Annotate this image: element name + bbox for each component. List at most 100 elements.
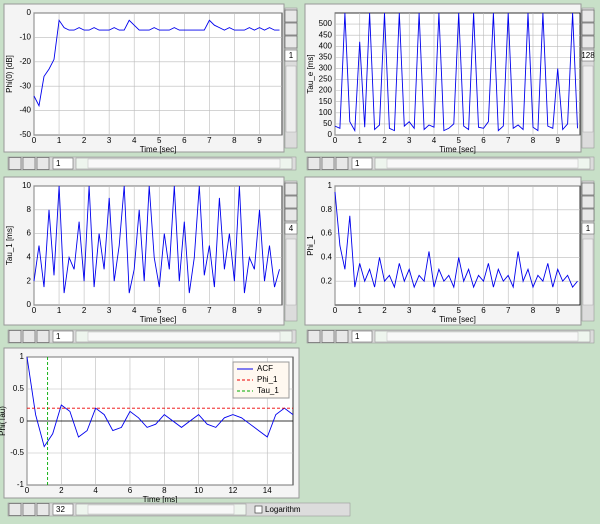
x-tick-label: 6 bbox=[182, 136, 187, 145]
y-tick-label: 0.8 bbox=[321, 205, 333, 214]
tool-button[interactable] bbox=[284, 208, 298, 222]
x-tick-label: 6 bbox=[481, 136, 486, 145]
scroll-thumb[interactable] bbox=[285, 65, 297, 133]
signal-line bbox=[33, 19, 280, 108]
x-tick-label: 3 bbox=[407, 306, 412, 315]
scroll-thumb[interactable] bbox=[582, 238, 594, 306]
y-tick-label: -30 bbox=[19, 81, 31, 90]
tool-button[interactable] bbox=[581, 208, 595, 222]
tool-button[interactable] bbox=[8, 330, 22, 343]
log-checkbox[interactable] bbox=[254, 505, 263, 514]
y-tick-label: 0.6 bbox=[321, 229, 333, 238]
tool-button[interactable] bbox=[8, 157, 22, 170]
x-tick-label: 5 bbox=[157, 306, 162, 315]
tool-button[interactable] bbox=[8, 503, 22, 516]
y-tick-label: 10 bbox=[22, 181, 31, 190]
tool-button[interactable] bbox=[321, 157, 335, 170]
scroll-thumb[interactable] bbox=[87, 504, 235, 515]
legend-label: Phi_1 bbox=[257, 375, 278, 384]
x-tick-label: 4 bbox=[432, 136, 437, 145]
x-axis-label: Time [sec] bbox=[140, 315, 177, 324]
scroll-thumb[interactable] bbox=[386, 331, 579, 342]
page-spinner[interactable] bbox=[52, 503, 74, 516]
page-spinner[interactable] bbox=[351, 330, 373, 343]
page-value: 1 bbox=[56, 332, 61, 341]
x-tick-label: 8 bbox=[162, 486, 167, 495]
x-tick-label: 12 bbox=[228, 486, 237, 495]
tool-button[interactable] bbox=[284, 35, 298, 49]
x-tick-label: 7 bbox=[506, 136, 511, 145]
x-tick-label: 6 bbox=[182, 306, 187, 315]
page-spinner[interactable] bbox=[351, 157, 373, 170]
tool-button[interactable] bbox=[581, 22, 595, 36]
x-tick-label: 7 bbox=[207, 306, 212, 315]
y-tick-label: 350 bbox=[319, 52, 333, 61]
zoom-spinner[interactable] bbox=[581, 49, 595, 62]
y-tick-label: 0.4 bbox=[321, 253, 333, 262]
y-tick-label: -40 bbox=[19, 106, 31, 115]
y-tick-label: 400 bbox=[319, 41, 333, 50]
y-tick-label: 0 bbox=[27, 8, 32, 17]
tool-button[interactable] bbox=[335, 330, 349, 343]
zoom-value: 128 bbox=[581, 51, 595, 60]
x-tick-label: 3 bbox=[107, 306, 112, 315]
x-tick-label: 0 bbox=[333, 136, 338, 145]
y-tick-label: 500 bbox=[319, 19, 333, 28]
page-spinner[interactable] bbox=[52, 157, 74, 170]
signal-line bbox=[33, 185, 280, 294]
scroll-thumb[interactable] bbox=[87, 158, 281, 169]
tool-button[interactable] bbox=[307, 157, 321, 170]
tool-button[interactable] bbox=[335, 157, 349, 170]
tool-button[interactable] bbox=[22, 157, 36, 170]
tool-button[interactable] bbox=[284, 9, 298, 23]
x-tick-label: 0 bbox=[32, 306, 37, 315]
y-tick-label: -1 bbox=[17, 480, 25, 489]
tool-button[interactable] bbox=[284, 22, 298, 36]
zoom-spinner[interactable] bbox=[284, 222, 298, 235]
scroll-thumb[interactable] bbox=[87, 331, 281, 342]
page-value: 32 bbox=[56, 505, 65, 514]
tool-button[interactable] bbox=[36, 157, 50, 170]
signal-line bbox=[334, 12, 578, 133]
tool-button[interactable] bbox=[284, 182, 298, 196]
tool-button[interactable] bbox=[36, 330, 50, 343]
x-tick-label: 8 bbox=[232, 136, 237, 145]
x-tick-label: 2 bbox=[382, 306, 387, 315]
x-tick-label: 2 bbox=[59, 486, 64, 495]
y-tick-label: 6 bbox=[27, 229, 32, 238]
page-value: 1 bbox=[355, 332, 360, 341]
tool-button[interactable] bbox=[321, 330, 335, 343]
page-spinner[interactable] bbox=[52, 330, 74, 343]
tool-button[interactable] bbox=[581, 195, 595, 209]
x-tick-label: 2 bbox=[82, 306, 87, 315]
tool-button[interactable] bbox=[284, 195, 298, 209]
x-tick-label: 8 bbox=[531, 306, 536, 315]
zoom-spinner[interactable] bbox=[284, 49, 298, 62]
x-tick-label: 5 bbox=[157, 136, 162, 145]
y-tick-label: 250 bbox=[319, 75, 333, 84]
signal-line bbox=[334, 191, 578, 289]
scroll-thumb[interactable] bbox=[582, 65, 594, 133]
tool-button[interactable] bbox=[22, 330, 36, 343]
zoom-spinner[interactable] bbox=[581, 222, 595, 235]
tool-button[interactable] bbox=[22, 503, 36, 516]
scroll-thumb[interactable] bbox=[285, 238, 297, 306]
y-tick-label: 50 bbox=[323, 119, 332, 128]
tool-button[interactable] bbox=[581, 182, 595, 196]
x-tick-label: 2 bbox=[382, 136, 387, 145]
scroll-thumb[interactable] bbox=[386, 158, 579, 169]
x-tick-label: 4 bbox=[93, 486, 98, 495]
tool-button[interactable] bbox=[581, 9, 595, 23]
x-tick-label: 1 bbox=[57, 136, 62, 145]
tool-button[interactable] bbox=[36, 503, 50, 516]
tool-button[interactable] bbox=[307, 330, 321, 343]
y-axis-label: Phi(0) [dB] bbox=[5, 55, 14, 93]
x-tick-label: 9 bbox=[556, 306, 561, 315]
y-tick-label: 0 bbox=[20, 416, 25, 425]
y-tick-label: 2 bbox=[27, 276, 32, 285]
x-tick-label: 0 bbox=[333, 306, 338, 315]
page-value: 1 bbox=[355, 159, 360, 168]
x-tick-label: 5 bbox=[457, 136, 462, 145]
tool-button[interactable] bbox=[581, 35, 595, 49]
x-tick-label: 3 bbox=[107, 136, 112, 145]
